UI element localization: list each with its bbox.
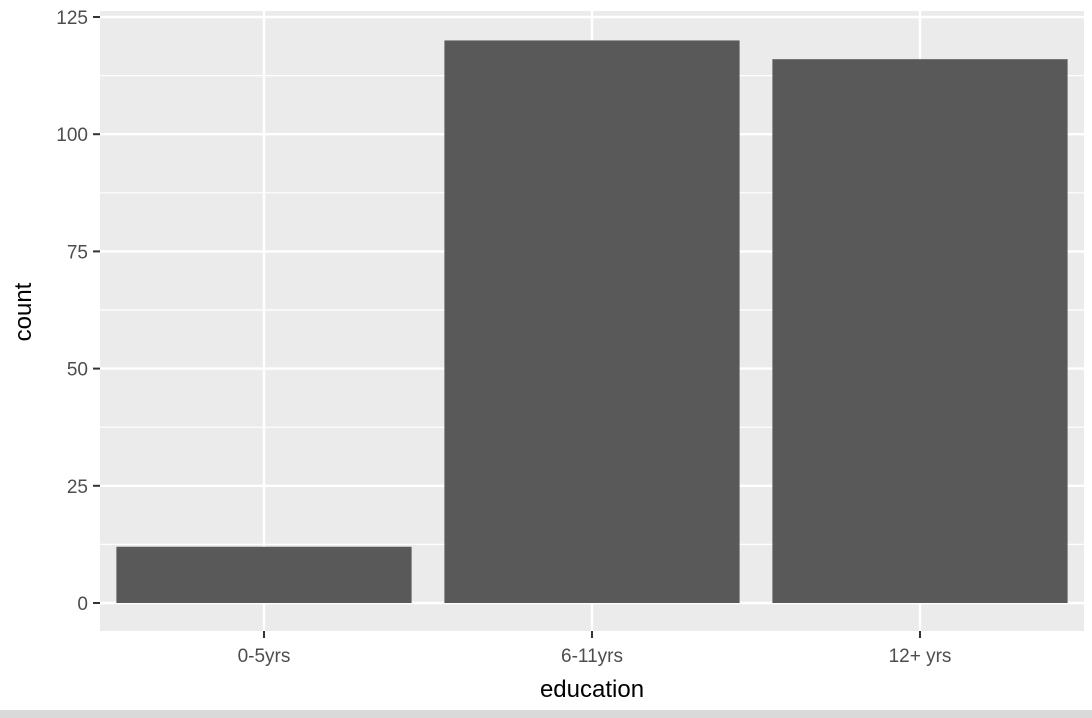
y-tick-label: 0 [77,594,88,615]
y-tick-label: 125 [56,8,88,29]
x-tick-label: 0-5yrs [238,646,291,667]
y-axis-title: count [10,282,37,341]
y-tick-label: 25 [67,477,88,498]
bar-0-5yrs [116,546,412,603]
y-tick-label: 100 [56,125,88,146]
bottom-edge [0,710,1092,718]
y-tick-label: 75 [67,242,88,263]
x-axis-title: education [540,676,644,703]
bar-12+ yrs [772,59,1068,603]
x-tick-label: 6-11yrs [561,646,623,667]
x-tick-label: 12+ yrs [889,646,952,667]
bars [116,40,1068,603]
y-axis: 0 25 50 75 100 125 [56,8,100,615]
y-tick-label: 50 [67,360,88,381]
x-axis: 0-5yrs 6-11yrs 12+ yrs [238,631,952,667]
bar-6-11yrs [444,40,740,603]
